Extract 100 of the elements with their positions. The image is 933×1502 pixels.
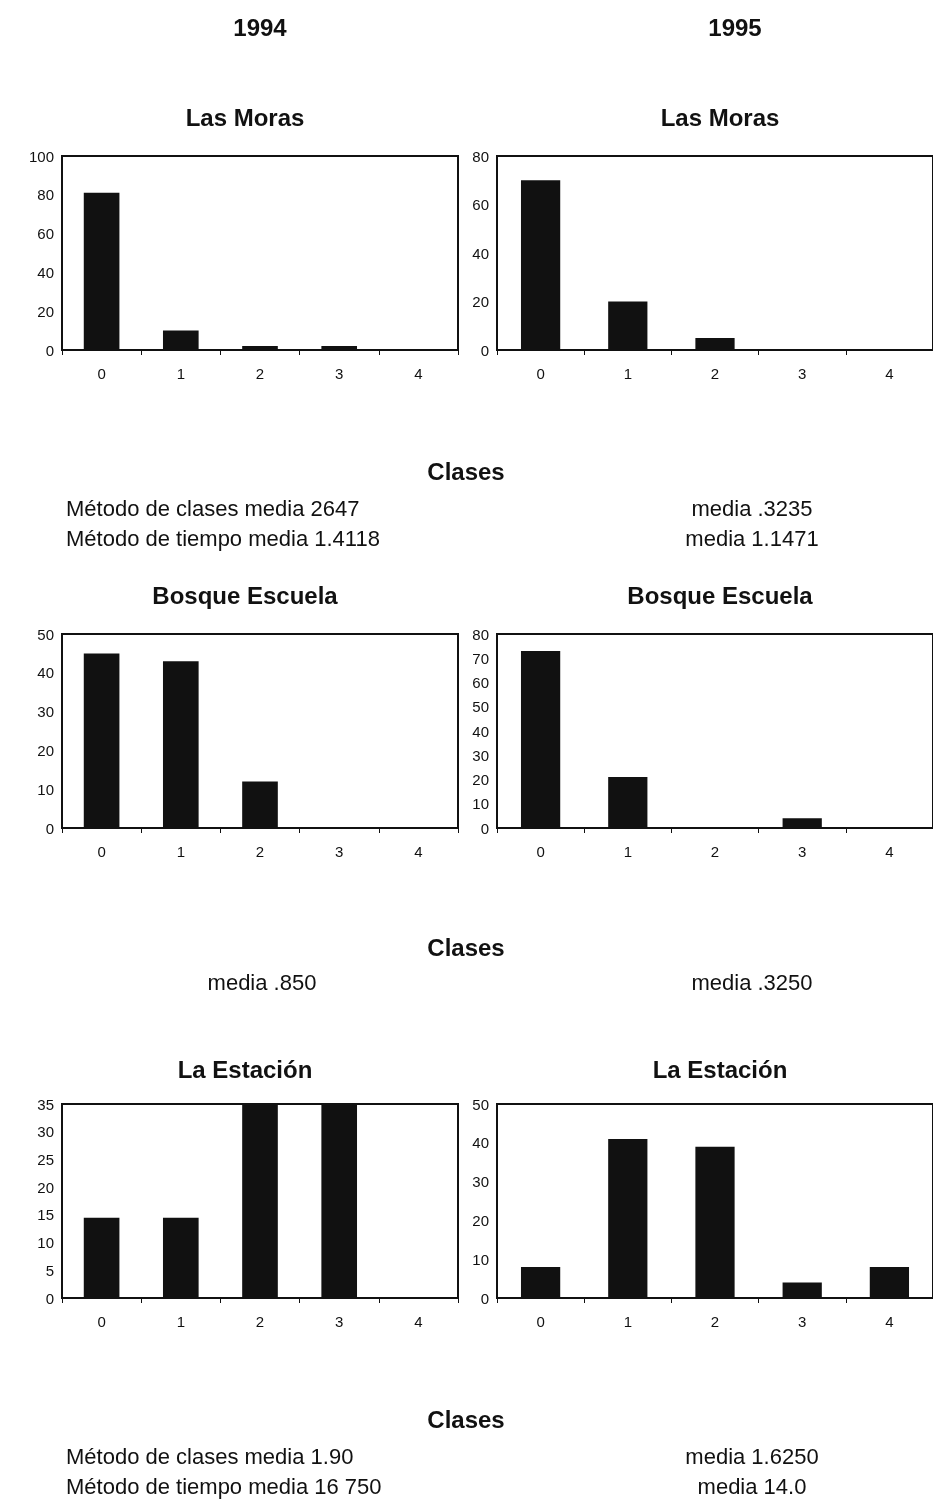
y-tick-label: 100 — [28, 147, 54, 165]
x-tick-label: 0 — [536, 365, 545, 382]
chart-title: Bosque Escuela — [627, 582, 813, 610]
y-tick-label: 60 — [472, 196, 489, 213]
y-tick-label: 30 — [37, 1123, 54, 1141]
chart-title: La Estación — [652, 1056, 788, 1084]
text: media 1.6250 — [685, 1444, 819, 1470]
chart-subtitle: Las Moras — [185, 104, 305, 132]
text: Método de clases media 1.90 — [66, 1444, 354, 1470]
y-tick-label: 5 — [45, 1261, 54, 1279]
y-tick-label: 0 — [45, 819, 54, 837]
x-tick-label: 3 — [798, 843, 807, 860]
bar — [520, 1266, 561, 1298]
x-tick-label: 4 — [414, 843, 423, 860]
text: media .850 — [207, 970, 317, 996]
x-tick-label: 0 — [536, 1313, 545, 1330]
y-tick-label: 10 — [472, 1250, 489, 1268]
y-tick-label: 0 — [480, 341, 489, 359]
y-tick-label: 20 — [37, 302, 54, 320]
x-axis-title: Clases — [427, 934, 505, 962]
text: media 14.0 — [697, 1474, 807, 1500]
y-tick-label: 0 — [480, 819, 489, 837]
bar — [782, 818, 822, 828]
y-tick-label: 15 — [37, 1206, 54, 1224]
y-tick-label: 0 — [45, 341, 54, 359]
y-tick-label: 40 — [37, 664, 54, 682]
bar — [83, 192, 120, 350]
x-tick-label: 1 — [623, 365, 632, 382]
bar — [242, 346, 278, 350]
y-tick-label: 20 — [37, 741, 54, 759]
y-tick-label: 30 — [472, 1173, 489, 1191]
y-tick-label: 40 — [37, 263, 54, 281]
y-tick-label: 40 — [472, 722, 489, 740]
y-tick-label: 10 — [37, 780, 54, 798]
y-tick-label: 0 — [45, 1289, 54, 1307]
bar — [869, 1266, 910, 1298]
chart-subtitle: Las Moras — [660, 104, 780, 132]
y-tick-label: 40 — [472, 1134, 489, 1152]
x-tick-label: 1 — [623, 843, 632, 860]
y-tick-label: 50 — [472, 698, 489, 716]
x-tick-label: 4 — [885, 365, 894, 382]
x-tick-label: 4 — [414, 365, 423, 382]
bar — [162, 330, 199, 350]
y-tick-label: 20 — [472, 1211, 489, 1229]
x-tick-label: 2 — [710, 843, 720, 860]
bar — [162, 661, 199, 828]
x-tick-label: 1 — [176, 365, 185, 382]
y-tick-label: 50 — [37, 625, 54, 643]
y-tick-label: 20 — [37, 1178, 54, 1196]
bar — [83, 653, 120, 828]
chart-title: 1995 — [708, 14, 762, 42]
y-tick-label: 30 — [37, 703, 54, 721]
bar — [608, 1138, 648, 1298]
x-tick-label: 0 — [97, 365, 106, 382]
y-tick-label: 80 — [472, 625, 489, 643]
chart-title: La Estación — [177, 1056, 313, 1084]
x-tick-label: 4 — [885, 843, 894, 860]
y-tick-label: 20 — [472, 293, 489, 310]
x-tick-label: 0 — [536, 843, 545, 860]
text: Método de clases media 2647 — [66, 496, 360, 522]
x-tick-label: 0 — [97, 1313, 106, 1330]
text: Método de tiempo media 1.4118 — [66, 526, 380, 552]
x-tick-label: 3 — [335, 843, 344, 860]
bar — [608, 777, 648, 828]
chart-title: Bosque Escuela — [152, 582, 338, 610]
text: media 1.1471 — [685, 526, 819, 552]
bar — [608, 301, 648, 350]
x-tick-label: 2 — [255, 1313, 265, 1330]
chart-title: 1994 — [233, 14, 287, 42]
x-tick-label: 3 — [798, 365, 807, 382]
x-tick-label: 2 — [710, 365, 720, 382]
y-tick-label: 70 — [472, 649, 489, 667]
x-tick-label: 3 — [335, 1313, 344, 1330]
x-axis-title: Clases — [427, 458, 505, 486]
bar — [695, 1146, 735, 1298]
y-tick-label: 10 — [472, 795, 489, 813]
x-tick-label: 2 — [255, 365, 265, 382]
x-tick-label: 1 — [176, 843, 185, 860]
x-tick-label: 1 — [176, 1313, 185, 1330]
y-tick-label: 30 — [472, 746, 489, 764]
x-tick-label: 0 — [97, 843, 106, 860]
x-tick-label: 2 — [710, 1313, 720, 1330]
x-axis-title: Clases — [427, 1406, 505, 1434]
bar — [782, 1282, 822, 1298]
y-tick-label: 60 — [37, 225, 54, 243]
x-tick-label: 1 — [623, 1313, 632, 1330]
text: Método de tiempo media 16 750 — [66, 1474, 382, 1500]
x-tick-label: 3 — [335, 365, 344, 382]
bar — [321, 346, 358, 350]
y-tick-label: 35 — [37, 1095, 54, 1113]
y-tick-label: 40 — [472, 244, 489, 262]
x-tick-label: 4 — [414, 1313, 423, 1330]
y-tick-label: 80 — [472, 147, 489, 165]
x-tick-label: 4 — [885, 1313, 894, 1330]
y-tick-label: 80 — [37, 186, 54, 204]
text: media .3250 — [691, 970, 813, 996]
y-tick-label: 25 — [37, 1150, 54, 1168]
bar — [242, 781, 278, 828]
y-tick-label: 10 — [37, 1234, 54, 1252]
text: media .3235 — [691, 496, 813, 522]
